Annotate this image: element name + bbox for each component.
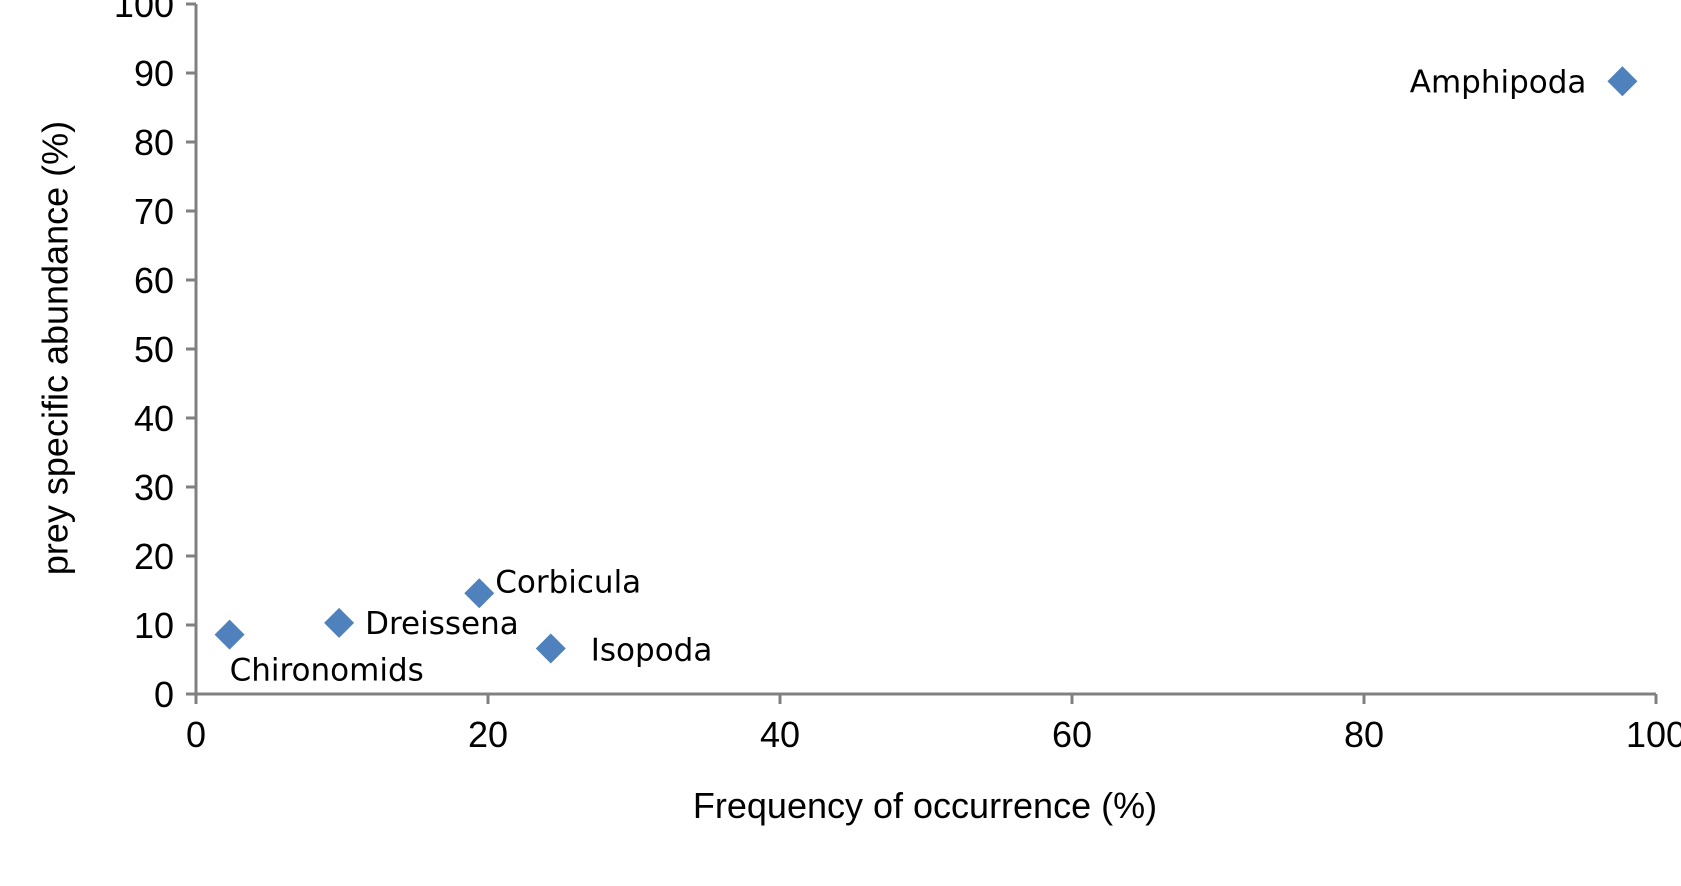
- data-points: [214, 66, 1638, 664]
- y-tick-label: 100: [114, 0, 174, 25]
- data-point-isopoda: [535, 633, 566, 664]
- y-tick-label: 30: [134, 467, 174, 508]
- y-tick-label: 60: [134, 260, 174, 301]
- y-tick-label: 0: [154, 674, 174, 715]
- x-tick-label: 60: [1052, 714, 1092, 755]
- y-tick-label: 10: [134, 605, 174, 646]
- x-tick-label: 100: [1626, 714, 1681, 755]
- y-tick-label: 50: [134, 329, 174, 370]
- point-label-isopoda: Isopoda: [591, 632, 713, 668]
- point-label-corbicula: Corbicula: [495, 564, 641, 600]
- x-tick-label: 0: [186, 714, 206, 755]
- y-tick-label: 90: [134, 53, 174, 94]
- data-point-corbicula: [464, 578, 495, 609]
- x-tick-label: 20: [468, 714, 508, 755]
- point-label-dreissena: Dreissena: [365, 606, 519, 642]
- data-point-chironomids: [214, 619, 245, 650]
- x-axis-ticks: 0 20 40 60 80 100: [186, 694, 1681, 755]
- data-point-dreissena: [324, 607, 355, 638]
- point-labels: Amphipoda Corbicula Dreissena Isopoda Chiron…: [230, 64, 1587, 688]
- axes: [194, 4, 1656, 696]
- y-tick-label: 70: [134, 191, 174, 232]
- y-tick-label: 40: [134, 398, 174, 439]
- y-tick-label: 20: [134, 536, 174, 577]
- data-point-amphipoda: [1607, 66, 1638, 97]
- point-label-amphipoda: Amphipoda: [1410, 64, 1587, 100]
- y-tick-label: 80: [134, 122, 174, 163]
- point-label-chironomids: Chironomids: [230, 653, 424, 689]
- y-axis-ticks: 0 10 20 30 40 50 60 70 80 90 100: [114, 0, 196, 715]
- x-tick-label: 40: [760, 714, 800, 755]
- x-tick-label: 80: [1344, 714, 1384, 755]
- x-axis-title: Frequency of occurrence (%): [693, 785, 1157, 826]
- y-axis-title: prey specific abundance (%): [35, 121, 76, 575]
